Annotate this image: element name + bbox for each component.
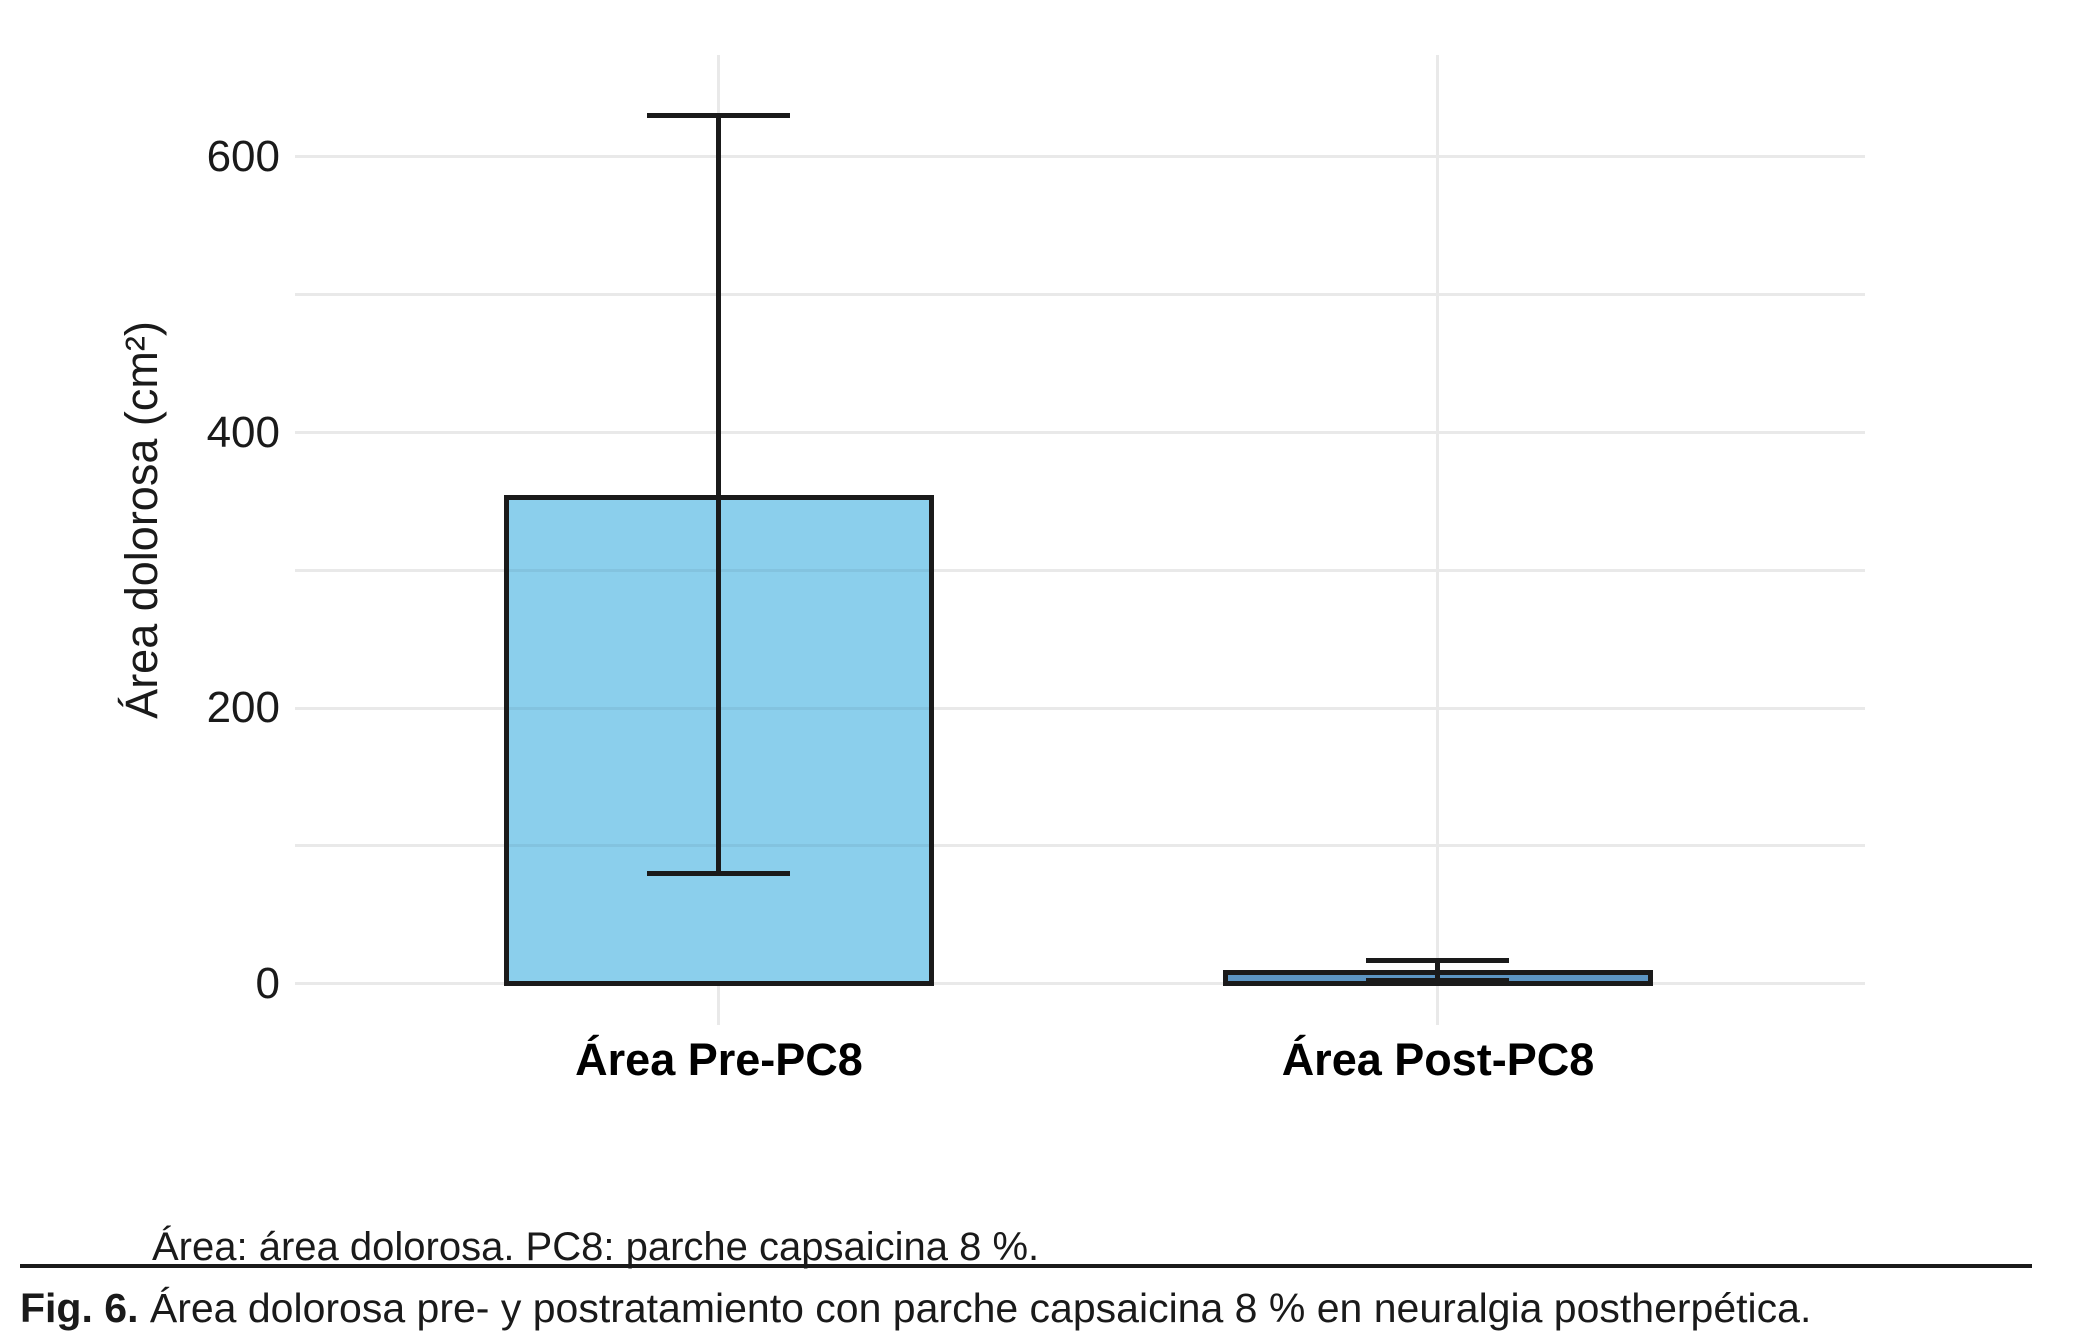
error-bar-cap [1366, 978, 1509, 983]
gridline-horizontal [295, 982, 1865, 985]
figure-caption: Fig. 6. Área dolorosa pre- y postratamie… [20, 1283, 2060, 1333]
category-label: Área Post-PC8 [1281, 1034, 1595, 1085]
gridline-horizontal [295, 155, 1865, 158]
gridline-horizontal [295, 431, 1865, 434]
chart-footnotes: Área: área dolorosa. PC8: parche capsaic… [152, 1127, 1197, 1343]
gridline-horizontal [295, 844, 1865, 847]
gridline-horizontal [295, 569, 1865, 572]
caption-divider-rule [20, 1264, 2032, 1268]
caption-text: Área dolorosa pre- y postratamiento con … [138, 1285, 1812, 1331]
footnote-line-1: Área: área dolorosa. PC8: parche capsaic… [152, 1225, 1040, 1269]
error-bar-cap [647, 871, 790, 876]
error-bar-line [716, 116, 721, 874]
gridline-horizontal [295, 707, 1865, 710]
error-bar-cap [647, 113, 790, 118]
y-tick-label: 400 [206, 408, 280, 457]
error-bar-cap [1366, 958, 1509, 963]
error-bar-line [1435, 960, 1440, 981]
category-label: Área Pre-PC8 [575, 1034, 863, 1085]
gridline-horizontal [295, 293, 1865, 296]
y-tick-label: 600 [206, 132, 280, 181]
y-tick-label: 0 [255, 959, 280, 1008]
y-tick-label: 200 [206, 683, 280, 732]
gridline-vertical [1436, 55, 1439, 1025]
caption-figure-number: Fig. 6. [20, 1285, 139, 1331]
